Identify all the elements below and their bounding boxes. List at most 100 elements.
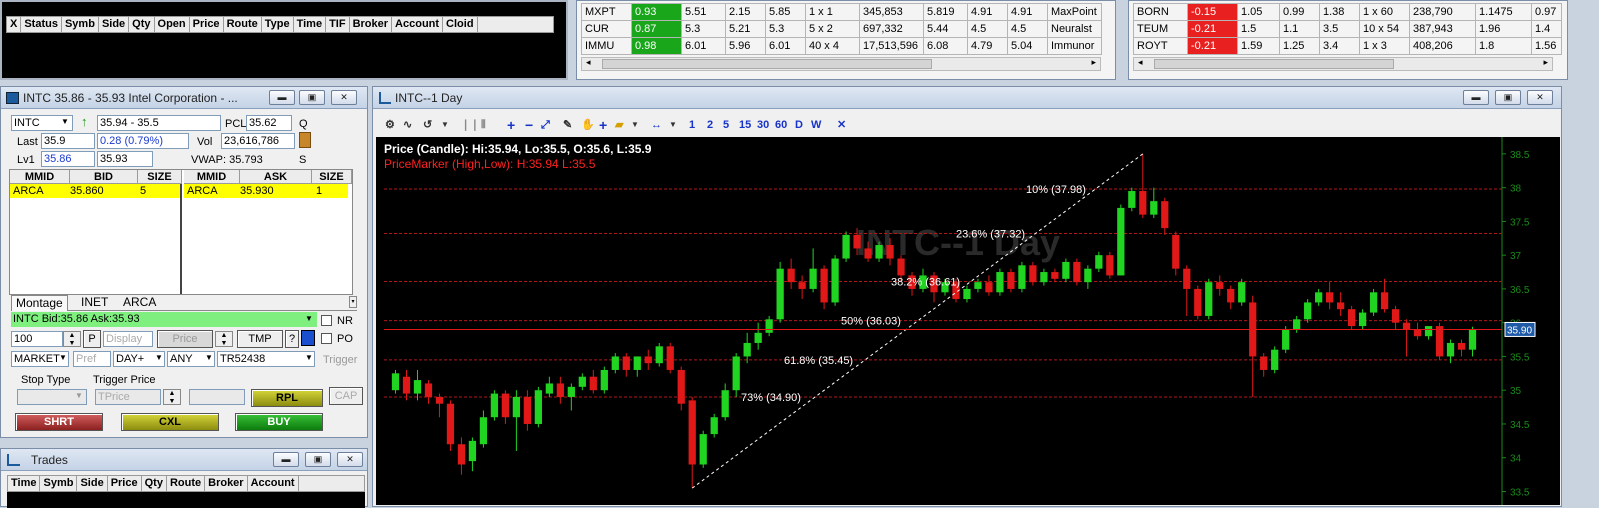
- interval-15[interactable]: 15: [739, 119, 752, 131]
- short-button[interactable]: SHRT: [15, 413, 103, 431]
- maximize-button[interactable]: ▣: [299, 90, 325, 105]
- tif-dropdown-icon[interactable]: ▼: [155, 353, 163, 362]
- scanner-2-row[interactable]: BORN -0.15 1.05 0.99 1.38 1 x 60 238,790 1.1475…: [1133, 3, 1562, 21]
- interval-week[interactable]: W: [811, 119, 822, 131]
- scanner-2-row[interactable]: TEUM -0.21 1.5 1.1 3.5 10 x 54 387,943 1.96 1.4: [1133, 20, 1562, 38]
- orders-col-qty[interactable]: Qty: [129, 17, 155, 32]
- po-checkbox[interactable]: [321, 333, 332, 344]
- cancel-button[interactable]: CXL: [121, 413, 219, 431]
- help-button[interactable]: ?: [285, 330, 299, 348]
- interval-30[interactable]: 30: [757, 119, 770, 131]
- crosshair-icon[interactable]: +: [599, 117, 608, 133]
- tif-select[interactable]: DAY+: [113, 351, 165, 367]
- price-stepper[interactable]: ▲ ▼: [215, 331, 233, 347]
- price-chart[interactable]: INTC--1 Day33.53434.53535.53636.53737.53…: [376, 137, 1560, 505]
- p-button[interactable]: P: [83, 330, 101, 348]
- scanner-1-row[interactable]: IMMU 0.98 6.01 5.96 6.01 40 x 4 17,513,596 6.08…: [581, 37, 1102, 55]
- trades-col-route[interactable]: Route: [167, 476, 206, 491]
- scroll-range-icon[interactable]: ↔: [651, 119, 662, 131]
- chart-titlebar[interactable]: INTC--1 Day: [373, 87, 1561, 109]
- chart-type-icon[interactable]: ⚙: [385, 119, 395, 131]
- close-button[interactable]: ✕: [331, 90, 357, 105]
- tmp-button[interactable]: TMP: [237, 330, 283, 348]
- scanner-1-row[interactable]: MXPT 0.93 5.51 2.15 5.85 1 x 1 345,853 5.819 4.9…: [581, 3, 1102, 21]
- pause-icon[interactable]: ❘❘: [461, 119, 480, 131]
- symbol-input[interactable]: INTC: [11, 115, 73, 131]
- tab-montage[interactable]: Montage: [11, 295, 68, 311]
- orders-col-status[interactable]: Status: [21, 17, 62, 32]
- orders-col-cloid[interactable]: Cloid: [443, 17, 478, 32]
- quote-bar-dropdown-icon[interactable]: ▼: [305, 314, 313, 323]
- bid-col-size[interactable]: SIZE: [138, 170, 182, 183]
- scroll-left-icon[interactable]: ◂: [1138, 57, 1143, 67]
- trades-col-side[interactable]: Side: [77, 476, 108, 491]
- trades-col-time[interactable]: Time: [8, 476, 41, 491]
- chevron-down-icon[interactable]: ▼: [669, 120, 677, 129]
- scanner-1-row[interactable]: CUR 0.87 5.3 5.21 5.3 5 x 2 697,332 5.44 4.5 4.5 N…: [581, 20, 1102, 38]
- trigger-label[interactable]: Trigger: [323, 354, 358, 366]
- scroll-left-icon[interactable]: ◂: [586, 57, 591, 67]
- bid-row[interactable]: ARCA 35.860 5: [10, 184, 180, 198]
- zoom-in-icon[interactable]: +: [507, 117, 516, 133]
- orders-col-broker[interactable]: Broker: [350, 17, 393, 32]
- minimize-button[interactable]: ▬: [1463, 90, 1489, 105]
- minimize-button[interactable]: ▬: [269, 90, 295, 105]
- scanner-2-row[interactable]: ROYT -0.21 1.59 1.25 3.4 1 x 3 408,206 1.8 1.56: [1133, 37, 1562, 55]
- interval-1[interactable]: 1: [689, 119, 696, 131]
- order-type-select[interactable]: MARKET: [11, 351, 69, 367]
- interval-day[interactable]: D: [795, 119, 803, 131]
- orders-col-account[interactable]: Account: [392, 17, 444, 32]
- display-input[interactable]: Display: [103, 331, 153, 347]
- ask-col-mmid[interactable]: MMID: [184, 170, 240, 183]
- orders-col-route[interactable]: Route: [224, 17, 262, 32]
- rpl-button[interactable]: RPL: [251, 389, 323, 407]
- indicator-icon[interactable]: ∿: [403, 119, 413, 131]
- interval-5[interactable]: 5: [723, 119, 730, 131]
- tab-inet[interactable]: INET: [81, 295, 109, 309]
- close-button[interactable]: ✕: [1527, 90, 1553, 105]
- ask-row[interactable]: ARCA 35.930 1: [184, 184, 348, 198]
- minimize-button[interactable]: ▬: [273, 452, 299, 467]
- cap-button[interactable]: CAP: [329, 387, 363, 405]
- tabs-scroll-icon[interactable]: ▾: [349, 296, 357, 308]
- nr-checkbox[interactable]: [321, 315, 332, 326]
- color-picker-icon[interactable]: ▰: [615, 119, 624, 131]
- account-select[interactable]: TR52438: [217, 351, 315, 367]
- stop-type-select[interactable]: [17, 389, 87, 405]
- trades-col-symb[interactable]: Symb: [40, 476, 78, 491]
- trades-col-broker[interactable]: Broker: [205, 476, 248, 491]
- ask-col-ask[interactable]: ASK: [240, 170, 312, 183]
- ask-col-size[interactable]: SIZE: [312, 170, 352, 183]
- buy-button[interactable]: BUY: [235, 413, 323, 431]
- undo-icon[interactable]: ↺: [423, 119, 433, 131]
- scroll-right-icon[interactable]: ▸: [1091, 57, 1096, 67]
- close-icon[interactable]: ✕: [837, 119, 847, 131]
- tab-arca[interactable]: ARCA: [123, 295, 157, 309]
- draw-icon[interactable]: ✎: [563, 119, 573, 131]
- symbol-dropdown-icon[interactable]: ▼: [61, 117, 69, 126]
- close-button[interactable]: ✕: [337, 452, 363, 467]
- tprice-stepper[interactable]: ▲ ▼: [163, 389, 181, 405]
- trigger-value-input[interactable]: [189, 389, 245, 405]
- orders-col-side[interactable]: Side: [99, 17, 130, 32]
- scroll-thumb[interactable]: [602, 59, 932, 69]
- trades-col-qty[interactable]: Qty: [142, 476, 167, 491]
- chevron-down-icon[interactable]: ▼: [441, 120, 449, 129]
- any-select[interactable]: ANY: [167, 351, 215, 367]
- orders-col-x[interactable]: X: [7, 17, 22, 32]
- maximize-button[interactable]: ▣: [305, 452, 331, 467]
- pref-input[interactable]: Pref: [73, 351, 111, 367]
- trades-col-account[interactable]: Account: [248, 476, 299, 491]
- interval-60[interactable]: 60: [775, 119, 788, 131]
- scanner-2-hscrollbar[interactable]: ◂ ▸: [1133, 57, 1553, 71]
- orders-col-open[interactable]: Open: [155, 17, 190, 32]
- orders-col-type[interactable]: Type: [262, 17, 294, 32]
- tprice-input[interactable]: TPrice: [95, 389, 161, 405]
- chevron-down-icon[interactable]: ▼: [631, 120, 639, 129]
- maximize-button[interactable]: ▣: [1495, 90, 1521, 105]
- bars-icon[interactable]: ⫴: [481, 119, 486, 131]
- zoom-out-icon[interactable]: −: [525, 117, 534, 133]
- orders-col-time[interactable]: Time: [294, 17, 327, 32]
- order-type-dropdown-icon[interactable]: ▼: [59, 353, 67, 362]
- fit-icon[interactable]: ⤢: [541, 119, 550, 131]
